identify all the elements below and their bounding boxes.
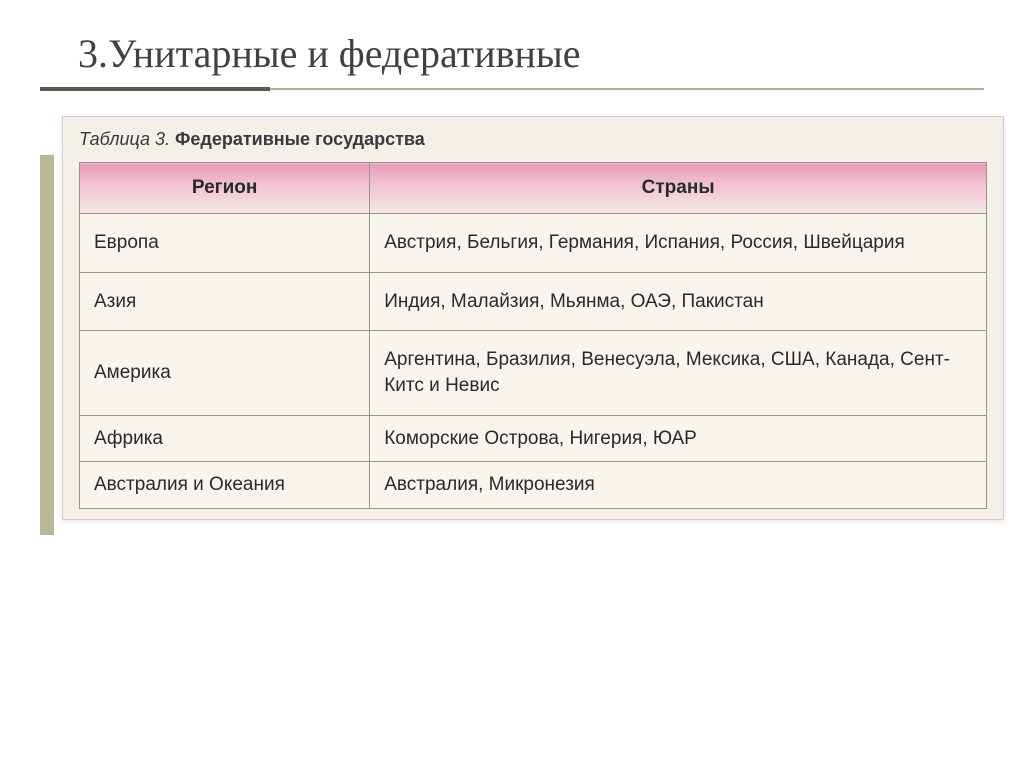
table-row: Америка Аргентина, Бразилия, Венесуэла, … <box>80 331 987 415</box>
cell-region: Азия <box>80 272 370 331</box>
cell-region: Австралия и Океания <box>80 462 370 509</box>
table-row: Африка Коморские Острова, Нигерия, ЮАР <box>80 415 987 462</box>
header-region: Регион <box>80 163 370 214</box>
slide-title: 3.Унитарные и федеративные <box>78 30 1024 77</box>
cell-countries: Коморские Острова, Нигерия, ЮАР <box>370 415 987 462</box>
cell-region: Америка <box>80 331 370 415</box>
cell-region: Африка <box>80 415 370 462</box>
slide-container: 3.Унитарные и федеративные Таблица 3. Фе… <box>0 0 1024 767</box>
table-row: Австралия и Океания Австралия, Микронези… <box>80 462 987 509</box>
table-wrapper: Таблица 3. Федеративные государства Реги… <box>62 116 1004 520</box>
cell-region: Европа <box>80 214 370 273</box>
caption-title: Федеративные государства <box>175 129 425 149</box>
underline-accent <box>40 87 270 91</box>
caption-prefix: Таблица 3. <box>79 129 170 149</box>
side-accent-bar <box>40 155 54 535</box>
title-underline <box>0 87 1024 91</box>
cell-countries: Австралия, Микронезия <box>370 462 987 509</box>
federative-states-table: Регион Страны Европа Австрия, Бельгия, Г… <box>79 162 987 509</box>
cell-countries: Австрия, Бельгия, Германия, Испания, Рос… <box>370 214 987 273</box>
title-section: 3.Унитарные и федеративные <box>0 30 1024 77</box>
table-caption: Таблица 3. Федеративные государства <box>79 129 987 150</box>
table-header-row: Регион Страны <box>80 163 987 214</box>
table-row: Европа Австрия, Бельгия, Германия, Испан… <box>80 214 987 273</box>
cell-countries: Индия, Малайзия, Мьянма, ОАЭ, Пакистан <box>370 272 987 331</box>
table-row: Азия Индия, Малайзия, Мьянма, ОАЭ, Пакис… <box>80 272 987 331</box>
cell-countries: Аргентина, Бразилия, Венесуэла, Мексика,… <box>370 331 987 415</box>
header-countries: Страны <box>370 163 987 214</box>
